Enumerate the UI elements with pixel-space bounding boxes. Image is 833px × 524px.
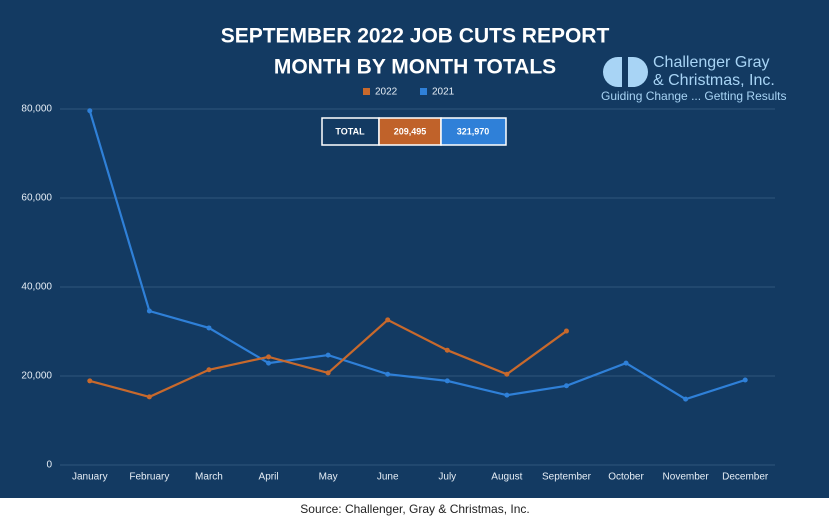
data-point — [444, 347, 450, 353]
totals-value: 321,970 — [457, 126, 490, 136]
data-point — [385, 317, 391, 323]
totals-label: TOTAL — [335, 126, 365, 136]
legend-swatch — [420, 88, 427, 95]
y-tick-label: 20,000 — [21, 371, 52, 382]
logo-text: & Christmas, Inc. — [653, 72, 775, 89]
chart-subtitle: MONTH BY MONTH TOTALS — [274, 56, 556, 79]
data-point — [325, 370, 331, 376]
data-point — [504, 371, 510, 377]
data-point — [563, 328, 569, 334]
source: Source: Challenger, Gray & Christmas, In… — [300, 502, 529, 516]
x-tick-label: August — [491, 472, 522, 483]
data-point — [87, 378, 93, 384]
logo: Challenger Gray & Christmas, Inc. Guidin… — [601, 54, 786, 103]
x-tick-label: February — [129, 472, 169, 483]
data-point — [563, 383, 569, 389]
totals-box: TOTAL 209,495 321,970 — [321, 117, 507, 146]
data-point — [683, 396, 689, 402]
data-point — [325, 352, 331, 358]
legend-label: 2021 — [432, 87, 455, 98]
data-point — [266, 354, 272, 360]
data-point — [623, 360, 629, 366]
x-tick-label: June — [377, 472, 399, 483]
data-point — [146, 394, 152, 400]
y-tick-label: 0 — [46, 460, 52, 471]
data-point — [146, 308, 152, 314]
x-tick-label: September — [542, 472, 592, 483]
chart-title: SEPTEMBER 2022 JOB CUTS REPORT — [221, 25, 610, 48]
logo-tagline: Guiding Change ... Getting Results — [601, 89, 786, 103]
series-line — [88, 110, 746, 401]
x-tick-label: October — [608, 472, 644, 483]
y-tick-label: 80,000 — [21, 104, 52, 115]
data-point — [385, 371, 391, 377]
y-tick-label: 40,000 — [21, 282, 52, 293]
totals-cell — [440, 117, 507, 146]
data-point — [87, 108, 93, 114]
chart-background — [0, 0, 829, 498]
x-tick-label: December — [722, 472, 769, 483]
data-point — [444, 378, 450, 384]
x-tick-label: April — [259, 472, 279, 483]
data-point — [266, 360, 272, 366]
data-point — [206, 325, 212, 331]
logo-text: Challenger Gray — [653, 54, 770, 71]
totals-value: 209,495 — [394, 126, 427, 136]
x-tick-label: March — [195, 472, 223, 483]
x-tick-label: July — [438, 472, 456, 483]
legend-swatch — [363, 88, 370, 95]
x-tick-label: May — [319, 472, 338, 483]
x-tick-label: January — [72, 472, 108, 483]
data-point — [742, 377, 748, 383]
x-tick-label: November — [663, 472, 710, 483]
data-point — [504, 392, 510, 398]
legend-label: 2022 — [375, 87, 398, 98]
logo-mark-gap — [622, 57, 628, 87]
totals-cell — [321, 117, 380, 146]
data-point — [206, 367, 212, 373]
y-tick-label: 60,000 — [21, 193, 52, 204]
